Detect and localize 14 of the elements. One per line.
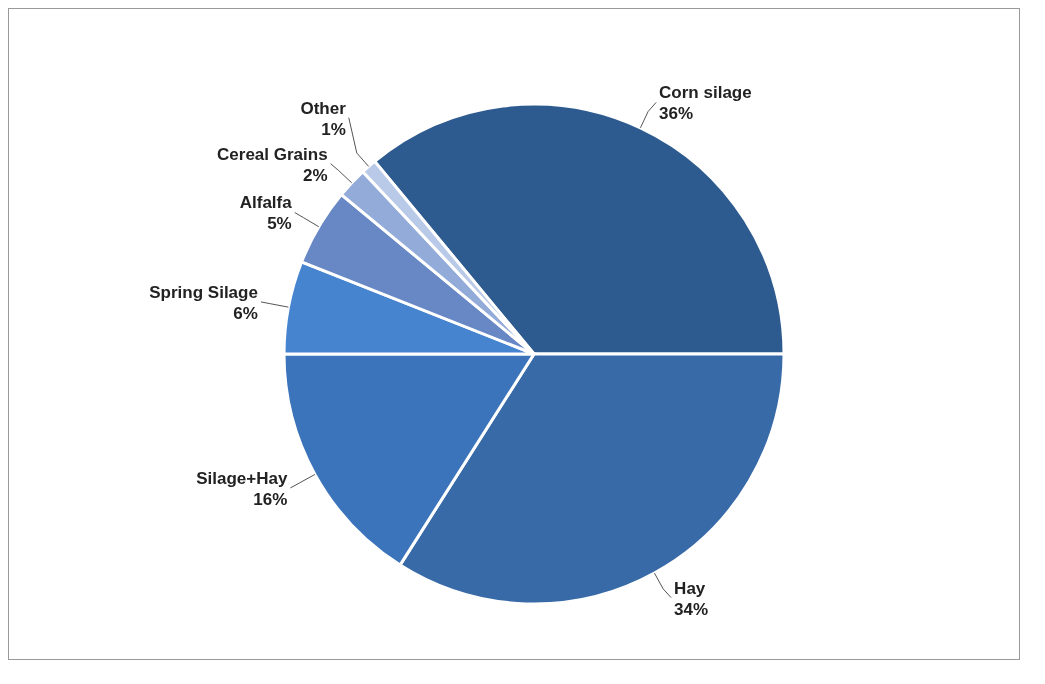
- data-label: 2%: [303, 165, 328, 185]
- data-label: 1%: [321, 119, 346, 139]
- slice-label: Other: [300, 98, 347, 118]
- data-label: 6%: [233, 303, 258, 323]
- data-label: 16%: [253, 489, 288, 509]
- data-label: 5%: [267, 214, 292, 234]
- data-label: 34%: [674, 599, 709, 619]
- slice-label: Cereal Grains: [217, 144, 328, 164]
- data-label: 36%: [659, 104, 694, 124]
- slice-label: Silage+Hay: [196, 468, 288, 488]
- slice-label: Hay: [674, 578, 706, 598]
- slice-label: Corn silage: [659, 83, 752, 103]
- slice-label: Spring Silage: [149, 282, 258, 302]
- slice-label: Alfalfa: [239, 193, 293, 213]
